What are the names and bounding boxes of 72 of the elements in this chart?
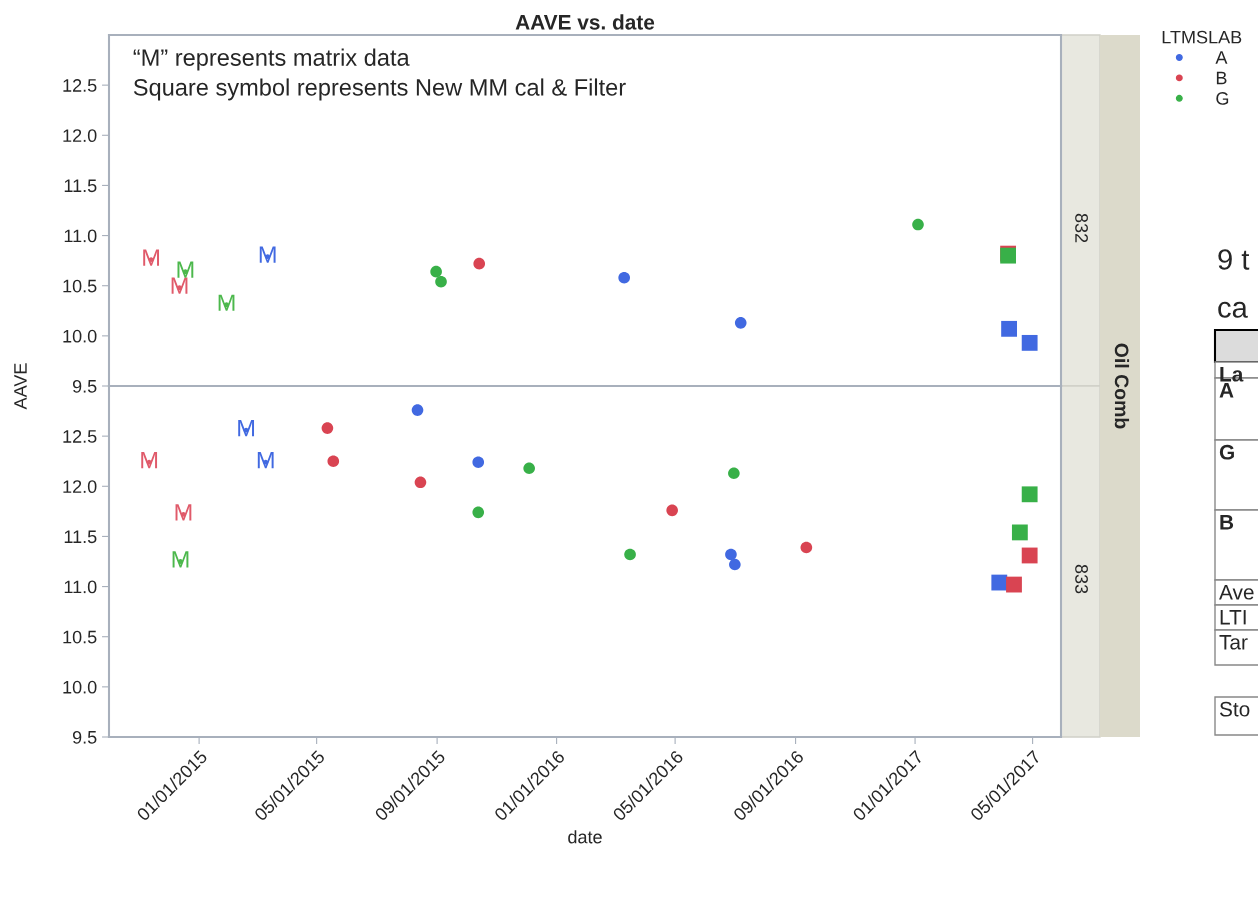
y-tick-label: 10.5 bbox=[63, 279, 97, 293]
data-label: M bbox=[141, 452, 158, 469]
text: Sto bbox=[1219, 701, 1250, 717]
y-axis-title: AAVE bbox=[14, 363, 27, 410]
point bbox=[1021, 547, 1038, 564]
legend-label: A bbox=[1215, 51, 1228, 64]
legend-label: G bbox=[1216, 92, 1229, 105]
y-tick-label: 12.5 bbox=[63, 79, 97, 92]
annotation: Square symbol represents New MM cal & Filter bbox=[133, 78, 626, 101]
data-label: M bbox=[218, 294, 235, 311]
y-tick-label: 9.5 bbox=[72, 379, 97, 393]
point bbox=[618, 271, 630, 284]
point bbox=[430, 265, 442, 278]
data-label: M bbox=[143, 249, 160, 266]
point bbox=[666, 504, 678, 517]
y-tick-label: 12.0 bbox=[63, 129, 97, 143]
text: Ave bbox=[1219, 585, 1254, 600]
y-tick-label: 12.5 bbox=[63, 430, 97, 443]
y-tick-label: 9.5 bbox=[72, 730, 97, 744]
point bbox=[414, 476, 427, 489]
point bbox=[734, 317, 747, 329]
legend-label: B bbox=[1216, 71, 1227, 85]
point bbox=[800, 541, 813, 554]
data-label: M bbox=[259, 246, 276, 263]
text: 9 t bbox=[1218, 249, 1250, 270]
point bbox=[1011, 524, 1028, 541]
y-tick-label: 11.5 bbox=[64, 530, 97, 544]
chart-title: AAVE vs. date bbox=[515, 14, 655, 30]
text: Oil Comb bbox=[1114, 343, 1130, 429]
text: ca bbox=[1218, 301, 1248, 318]
y-tick-label: 12.0 bbox=[63, 480, 97, 494]
point bbox=[327, 455, 340, 468]
text: LTI bbox=[1220, 610, 1246, 625]
y2-axis-title: 833 bbox=[1075, 564, 1088, 594]
point bbox=[1021, 334, 1038, 351]
point bbox=[1021, 486, 1038, 503]
point bbox=[912, 218, 924, 231]
point bbox=[991, 574, 1008, 591]
point bbox=[725, 548, 737, 561]
point bbox=[472, 456, 485, 469]
point bbox=[523, 462, 535, 475]
y-tick-label: 11.5 bbox=[64, 179, 97, 193]
point bbox=[1006, 576, 1022, 593]
y-tick-label: 10.0 bbox=[63, 680, 97, 694]
point bbox=[321, 422, 334, 434]
legend-title: LTMSLAB bbox=[1162, 30, 1242, 44]
point bbox=[728, 467, 740, 480]
text: A bbox=[1219, 383, 1234, 398]
y2-axis-title: 832 bbox=[1075, 213, 1088, 243]
point bbox=[472, 506, 485, 519]
annotation: “M” represents matrix data bbox=[133, 48, 410, 71]
data-label: M bbox=[175, 504, 192, 521]
text: G bbox=[1219, 444, 1234, 460]
point bbox=[473, 257, 486, 270]
y-tick-label: 10.5 bbox=[63, 630, 97, 644]
data-label: M bbox=[177, 261, 194, 278]
data-label: M bbox=[238, 419, 255, 437]
point bbox=[1001, 320, 1018, 337]
y-tick-label: 10.0 bbox=[63, 329, 97, 343]
data-label: M bbox=[257, 452, 274, 469]
point bbox=[624, 548, 636, 561]
point bbox=[411, 404, 424, 416]
data-label: M bbox=[172, 551, 189, 568]
text: La bbox=[1220, 367, 1244, 382]
data-label: M bbox=[171, 277, 188, 294]
text: B bbox=[1220, 515, 1234, 530]
point bbox=[729, 558, 741, 571]
x-axis-title: date bbox=[568, 830, 602, 844]
y-tick-label: 11.0 bbox=[64, 229, 97, 243]
point bbox=[435, 275, 447, 288]
text: Tar bbox=[1219, 635, 1248, 650]
y-tick-label: 11.0 bbox=[64, 580, 97, 594]
